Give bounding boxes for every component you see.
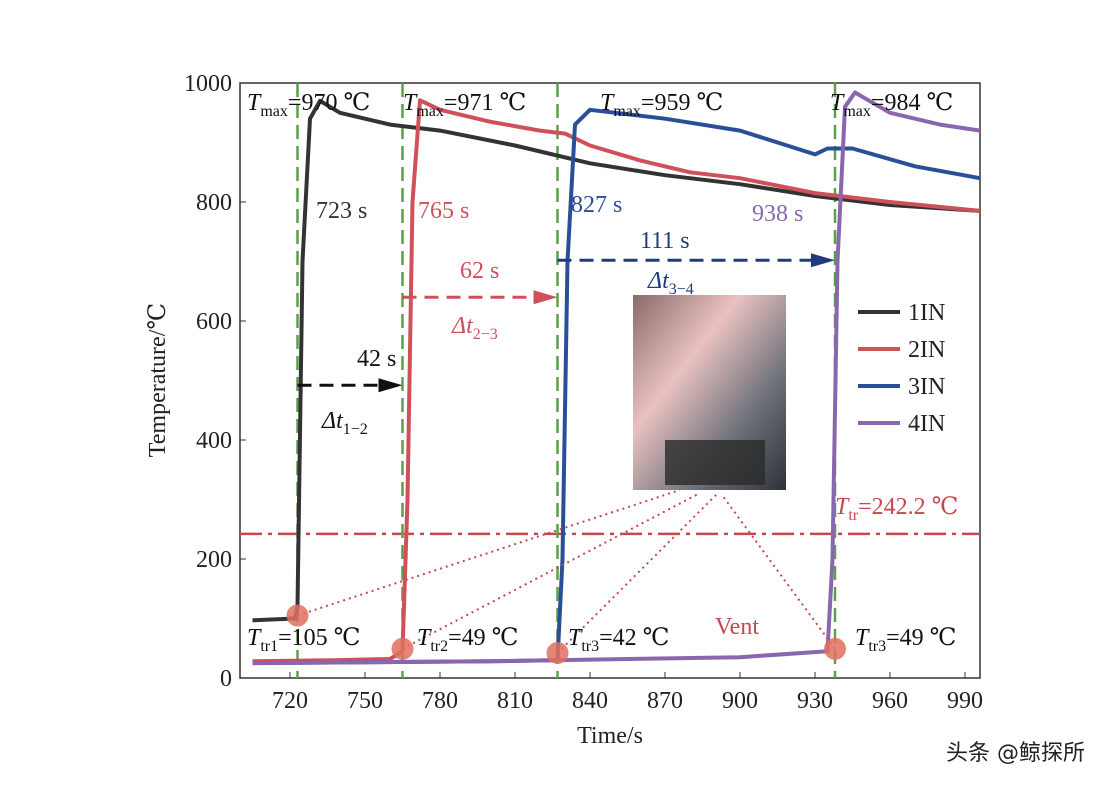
legend-label: 3IN xyxy=(908,374,945,400)
ttr-label: Ttr3=49 ℃ xyxy=(855,625,957,655)
ttr-label-symbol: T xyxy=(417,625,432,651)
series-line xyxy=(252,98,981,623)
tmax-label-sub: max xyxy=(260,103,288,120)
x-axis-label: Time/s xyxy=(577,723,643,749)
x-tick-label: 960 xyxy=(872,688,908,714)
y-tick-label: 800 xyxy=(196,190,232,216)
time-label: 938 s xyxy=(752,201,803,227)
tmax-label-symbol: T xyxy=(247,90,262,116)
y-axis-label: Temperature/℃ xyxy=(145,303,171,457)
delta-label: Δt3−4 xyxy=(647,268,694,298)
x-tick-label: 870 xyxy=(647,688,683,714)
ttr-label-text: =42 ℃ xyxy=(599,625,669,651)
ttr-label-symbol: T xyxy=(855,625,870,651)
delta-sub: 1−2 xyxy=(343,421,368,438)
legend-label: 4IN xyxy=(908,411,945,437)
ttr-label-text: =49 ℃ xyxy=(886,625,956,651)
threshold-label-text: =242.2 ℃ xyxy=(858,494,958,520)
tmax-label-text: =984 ℃ xyxy=(871,90,953,116)
ttr-label-symbol: T xyxy=(568,625,583,651)
tmax-label-sub: max xyxy=(416,103,444,120)
arrow-label: 42 s xyxy=(357,346,396,372)
x-tick-label: 990 xyxy=(947,688,983,714)
legend-label: 2IN xyxy=(908,337,945,363)
ttr-label-sub: tr2 xyxy=(430,638,448,655)
delta-label: Δt2−3 xyxy=(451,313,498,343)
plot-frame xyxy=(239,82,981,679)
ttr-label-text: =49 ℃ xyxy=(448,625,518,651)
arrow-head xyxy=(533,290,558,305)
tmax-label: Tmax=971 ℃ xyxy=(403,90,526,120)
x-tick-label: 780 xyxy=(422,688,458,714)
threshold-label-symbol: T xyxy=(835,494,850,520)
time-label: 723 s xyxy=(316,198,367,224)
delta-symbol: Δt xyxy=(451,313,474,339)
series-line xyxy=(252,98,981,664)
ttr-label: Ttr2=49 ℃ xyxy=(417,625,519,655)
tmax-label-symbol: T xyxy=(830,90,845,116)
tmax-label-symbol: T xyxy=(600,90,615,116)
tmax-label-symbol: T xyxy=(403,90,418,116)
ttr-label: Ttr3=42 ℃ xyxy=(568,625,670,655)
x-tick-label: 840 xyxy=(572,688,608,714)
delta-sub: 3−4 xyxy=(669,281,694,298)
y-tick-label: 200 xyxy=(196,547,232,573)
legend-label: 1IN xyxy=(908,300,945,326)
watermark: 头条 @鲸探所 xyxy=(946,741,1085,766)
y-tick-label: 0 xyxy=(220,666,232,692)
x-tick-label: 930 xyxy=(797,688,833,714)
x-tick-label: 810 xyxy=(497,688,533,714)
delta-symbol: Δt xyxy=(321,408,344,434)
arrow-label: 111 s xyxy=(640,228,690,254)
arrow-label: 62 s xyxy=(460,258,499,284)
connector xyxy=(402,492,701,650)
connector xyxy=(556,492,719,654)
connector xyxy=(721,494,836,650)
tmax-label-text: =971 ℃ xyxy=(444,90,526,116)
x-tick-label: 900 xyxy=(722,688,758,714)
y-tick-label: 400 xyxy=(196,428,232,454)
time-label: 827 s xyxy=(571,192,622,218)
y-tick-label: 600 xyxy=(196,309,232,335)
time-label: 765 s xyxy=(418,198,469,224)
arrow-head xyxy=(811,253,835,268)
y-tick-label: 1000 xyxy=(184,71,232,97)
transition-point xyxy=(286,604,309,627)
ttr-label-text: =105 ℃ xyxy=(278,625,360,651)
x-tick-label: 750 xyxy=(347,688,383,714)
tmax-label-sub: max xyxy=(613,103,641,120)
tmax-label-sub: max xyxy=(843,103,871,120)
delta-label: Δt1−2 xyxy=(321,408,368,438)
vent-label: Vent xyxy=(715,614,759,640)
transition-point xyxy=(391,637,414,660)
ttr-label-sub: tr1 xyxy=(260,638,278,655)
tmax-label-text: =970 ℃ xyxy=(288,90,370,116)
tmax-label: Tmax=970 ℃ xyxy=(247,90,370,120)
arrow-head xyxy=(378,378,403,393)
series-line xyxy=(252,90,981,666)
delta-sub: 2−3 xyxy=(473,326,498,343)
tmax-label: Tmax=959 ℃ xyxy=(600,90,723,120)
threshold-label-sub: tr xyxy=(848,507,858,524)
threshold-label: Ttr=242.2 ℃ xyxy=(835,494,959,524)
tmax-label-text: =959 ℃ xyxy=(641,90,723,116)
transition-point xyxy=(546,642,569,665)
transition-point xyxy=(824,637,846,660)
photo-detail xyxy=(665,440,765,485)
ttr-label-symbol: T xyxy=(247,625,262,651)
delta-symbol: Δt xyxy=(647,268,670,294)
ttr-label-sub: tr3 xyxy=(581,638,599,655)
connector xyxy=(297,489,681,617)
tmax-label: Tmax=984 ℃ xyxy=(830,90,953,120)
ttr-label-sub: tr3 xyxy=(868,638,886,655)
ttr-label: Ttr1=105 ℃ xyxy=(247,625,361,655)
x-tick-label: 720 xyxy=(272,688,308,714)
